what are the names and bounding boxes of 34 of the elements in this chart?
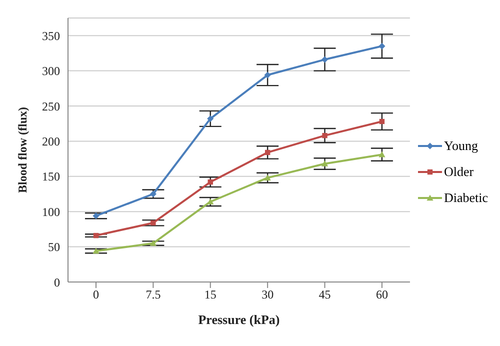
x-tick-label: 15 bbox=[204, 288, 216, 302]
y-tick-label: 200 bbox=[42, 134, 60, 148]
y-tick-label: 150 bbox=[42, 170, 60, 184]
y-tick-label: 250 bbox=[42, 99, 60, 114]
x-tick-label: 45 bbox=[318, 288, 331, 302]
point bbox=[150, 240, 156, 246]
point bbox=[264, 150, 270, 156]
y-tick-label: 350 bbox=[42, 28, 60, 43]
y-tick-label: 0 bbox=[54, 275, 60, 290]
point bbox=[264, 72, 271, 78]
legend-label: Older bbox=[444, 164, 474, 180]
point bbox=[207, 198, 214, 204]
point bbox=[378, 42, 386, 50]
x-tick-label: 0 bbox=[93, 288, 99, 302]
y-tick-label: 100 bbox=[42, 204, 60, 219]
point bbox=[321, 56, 328, 63]
x-tick-label: 60 bbox=[376, 288, 388, 302]
x-tick-label: 7.5 bbox=[146, 288, 161, 302]
point bbox=[321, 160, 328, 166]
point bbox=[378, 151, 386, 158]
point bbox=[322, 132, 328, 138]
x-axis-title: Pressure (kPa) bbox=[198, 312, 280, 327]
y-axis-title: Blood flow (flux) bbox=[15, 106, 30, 194]
point bbox=[207, 115, 214, 122]
point bbox=[379, 118, 385, 124]
y-tick-label: 50 bbox=[48, 240, 60, 254]
x-tick-label: 30 bbox=[262, 288, 274, 302]
point bbox=[92, 248, 100, 254]
point bbox=[264, 174, 271, 180]
legend-label: Diabetic bbox=[444, 190, 488, 206]
y-tick-label: 300 bbox=[42, 64, 60, 78]
point bbox=[92, 212, 100, 220]
legend-label: Young bbox=[444, 138, 478, 154]
point bbox=[150, 190, 156, 198]
